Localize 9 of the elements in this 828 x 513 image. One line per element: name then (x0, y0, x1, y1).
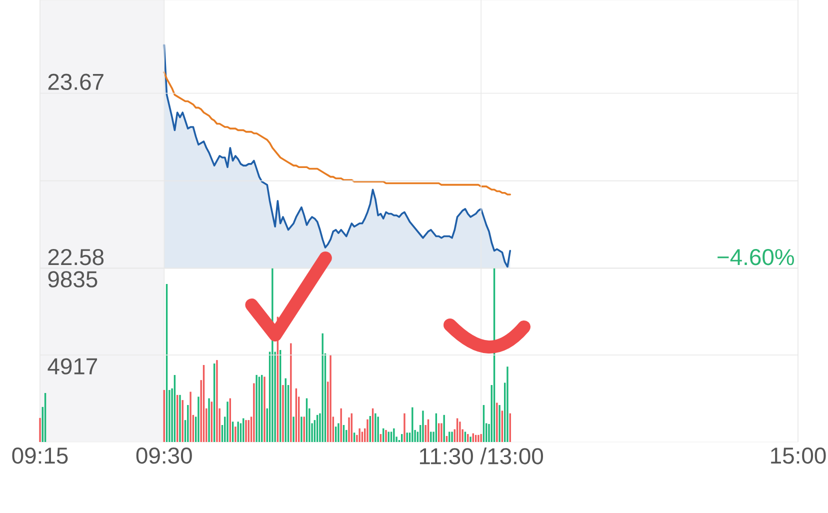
y2-tick-label: 4917 (48, 358, 98, 374)
y-tick-label: 22.58 (48, 248, 104, 266)
x-tick-label: 11:30 /13:00 (420, 448, 544, 464)
x-tick-label: 09:30 (136, 448, 192, 464)
annotation: −4.60% (718, 248, 794, 266)
y-tick-label: 23.67 (48, 74, 104, 90)
x-tick-label: 09:15 (12, 448, 68, 464)
x-tick-label: 15:00 (771, 448, 826, 464)
y2-tick-label: 9835 (48, 271, 98, 288)
